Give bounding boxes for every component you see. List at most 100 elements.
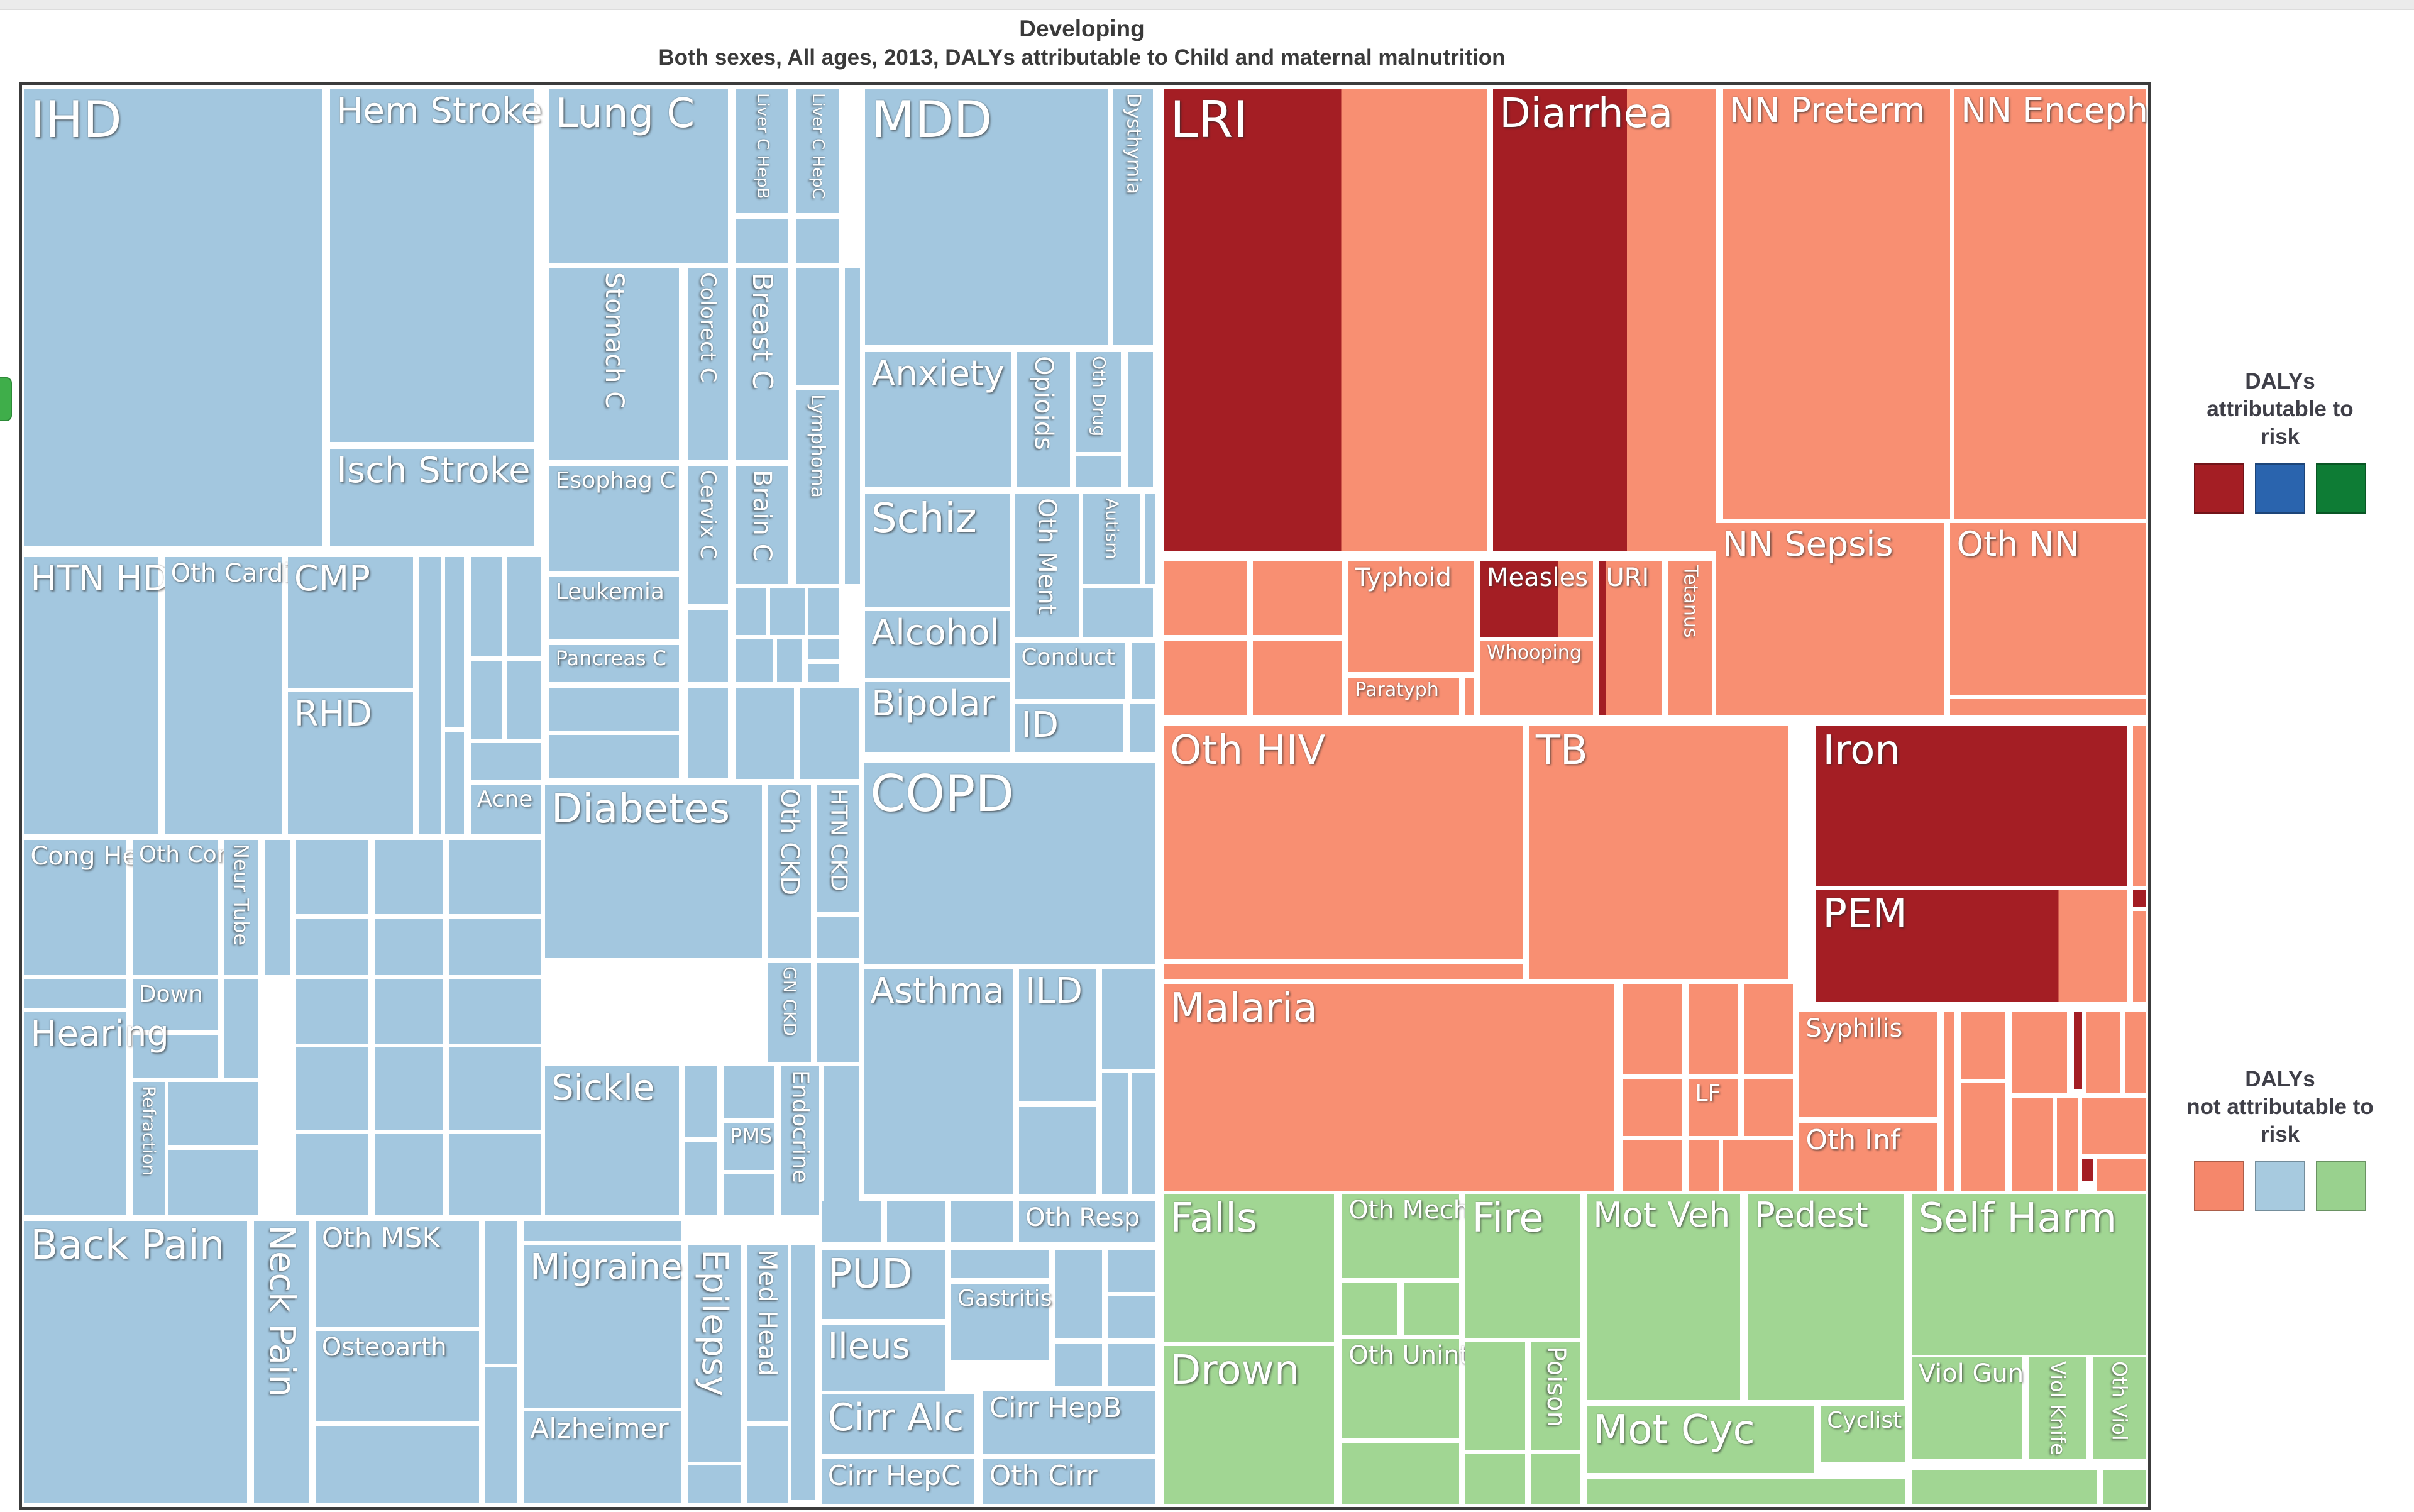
treemap-filler-cell[interactable] [1164,641,1247,715]
cell-typhoid[interactable]: Typhoid [1348,561,1474,673]
cell-refraction[interactable]: Refraction [132,1081,165,1216]
treemap-filler-cell[interactable] [791,1245,815,1500]
cell-oth-viol[interactable]: Oth Viol [2093,1357,2146,1459]
treemap-filler-cell[interactable] [1144,494,1155,584]
cell-diarrhea[interactable]: Diarrhea [1493,89,1717,551]
cell-ileus[interactable]: Ileus [821,1325,945,1391]
cell-oth-ckd[interactable]: Oth CKD [768,784,811,958]
cell-mot-cyc[interactable]: Mot Cyc [1587,1406,1814,1473]
treemap-filler-cell[interactable] [375,1047,443,1130]
side-panel-handle[interactable] [0,377,12,421]
treemap-filler-cell[interactable] [1102,969,1155,1069]
treemap-filler-cell[interactable] [296,840,369,914]
cell-oth-mech[interactable]: Oth Mech [1342,1194,1469,1278]
treemap-filler-cell[interactable] [724,1174,775,1216]
treemap-filler-cell[interactable] [796,268,839,385]
treemap-filler-cell[interactable] [808,663,839,683]
cell-hem-stroke[interactable]: Hem Stroke [330,89,543,442]
cell-asthma[interactable]: Asthma [864,969,1013,1195]
treemap-filler-cell[interactable] [296,1134,369,1216]
cell-viol-knife[interactable]: Viol Knife [2029,1357,2086,1459]
treemap-filler-cell[interactable] [1944,1012,1955,1191]
treemap-filler-cell[interactable] [296,918,369,975]
treemap-filler-cell[interactable] [2086,1012,2121,1093]
treemap-filler-cell[interactable] [2133,911,2146,1002]
treemap-filler-cell[interactable] [1912,1470,2097,1504]
cell-down[interactable]: Down [132,979,218,1031]
treemap-filler-cell[interactable] [2133,890,2146,907]
treemap-filler-cell[interactable] [375,1134,443,1216]
cell-schiz[interactable]: Schiz [864,494,1010,607]
treemap-filler-cell[interactable] [736,218,788,263]
cell-measles[interactable]: Measles [1480,561,1594,637]
cell-epilepsy[interactable]: Epilepsy [687,1245,741,1462]
treemap-filler-cell[interactable] [685,1141,717,1216]
treemap-filler-cell[interactable] [2012,1097,2053,1191]
treemap-filler-cell[interactable] [736,688,794,779]
cell-bipolar[interactable]: Bipolar [864,682,1010,752]
treemap-filler-cell[interactable] [375,840,443,914]
treemap-filler-cell[interactable] [449,840,541,914]
cell-osteoarth[interactable]: Osteoarth [315,1330,480,1422]
treemap-filler-cell[interactable] [524,1221,681,1241]
treemap-filler-cell[interactable] [507,661,541,739]
treemap-filler-cell[interactable] [224,979,258,1078]
cell-pud[interactable]: PUD [821,1249,945,1320]
treemap-filler-cell[interactable] [1127,352,1154,488]
cell-isch-stroke[interactable]: Isch Stroke [330,449,535,546]
treemap-filler-cell[interactable] [2082,1158,2093,1181]
treemap-filler-cell[interactable] [1623,1140,1683,1191]
cell-anxiety[interactable]: Anxiety [864,352,1011,488]
cell-oth-ment[interactable]: Oth Ment [1015,494,1079,637]
treemap-filler-cell[interactable] [2124,1012,2146,1093]
treemap-filler-cell[interactable] [168,1081,258,1146]
cell-syphilis[interactable]: Syphilis [1799,1012,1938,1118]
cell-alcohol[interactable]: Alcohol [864,610,1010,678]
treemap-filler-cell[interactable] [2133,726,2146,886]
treemap-filler-cell[interactable] [1164,561,1247,636]
cell-endocrine[interactable]: Endocrine [781,1066,820,1216]
treemap-filler-cell[interactable] [800,688,860,779]
treemap-filler-cell[interactable] [296,979,369,1044]
cell-acne[interactable]: Acne [470,784,541,835]
cell-alzheimer[interactable]: Alzheimer [524,1411,681,1503]
cell-viol-gun[interactable]: Viol Gun [1912,1357,2024,1459]
cell-self-harm[interactable]: Self Harm [1912,1194,2146,1355]
treemap-filler-cell[interactable] [687,1465,741,1503]
treemap-filler-cell[interactable] [1253,641,1343,715]
cell-brain-c[interactable]: Brain C [736,466,788,584]
treemap-filler-cell[interactable] [449,1134,541,1216]
treemap-filler-cell[interactable] [821,1201,881,1243]
treemap-filler-cell[interactable] [549,734,680,778]
treemap-filler-cell[interactable] [1689,1140,1719,1191]
treemap-filler-cell[interactable] [1253,561,1343,636]
treemap-filler-cell[interactable] [687,688,728,778]
treemap-filler-cell[interactable] [1055,1249,1103,1338]
treemap-filler-cell[interactable] [808,639,839,659]
cell-oth-cong[interactable]: Oth Cong [132,840,245,975]
treemap-filler-cell[interactable] [1961,1012,2006,1079]
cell-oth-unint[interactable]: Oth Unint [1342,1339,1469,1439]
treemap-filler-cell[interactable] [1950,699,2146,715]
cell-nn-enceph[interactable]: NN Enceph [1954,89,2148,519]
cell-lung-c[interactable]: Lung C [549,89,728,263]
cell-oth-resp[interactable]: Oth Resp [1019,1201,1155,1243]
treemap-filler-cell[interactable] [770,588,805,636]
treemap-filler-cell[interactable] [1108,1249,1155,1293]
cell-oth-inf[interactable]: Oth Inf [1799,1123,1938,1191]
cell-oth-drug[interactable]: Oth Drug [1076,352,1122,452]
treemap-filler-cell[interactable] [1744,983,1794,1075]
treemap-filler-cell[interactable] [1055,1343,1103,1386]
cell-dysthymia[interactable]: Dysthymia [1112,89,1154,345]
cell-colorect-c[interactable]: Colorect C [687,268,728,461]
cell-cyclist[interactable]: Cyclist [1821,1406,1906,1462]
treemap-filler-cell[interactable] [419,556,441,835]
cell-breast-c[interactable]: Breast C [736,268,788,461]
cell-id[interactable]: ID [1015,703,1123,752]
cell-uri[interactable]: URI [1599,561,1662,715]
cell-pancreas-c[interactable]: Pancreas C [549,645,680,683]
treemap-filler-cell[interactable] [1465,1342,1526,1450]
treemap-filler-cell[interactable] [724,1066,775,1119]
treemap-filler-cell[interactable] [507,556,541,657]
cell-lri[interactable]: LRI [1164,89,1487,551]
